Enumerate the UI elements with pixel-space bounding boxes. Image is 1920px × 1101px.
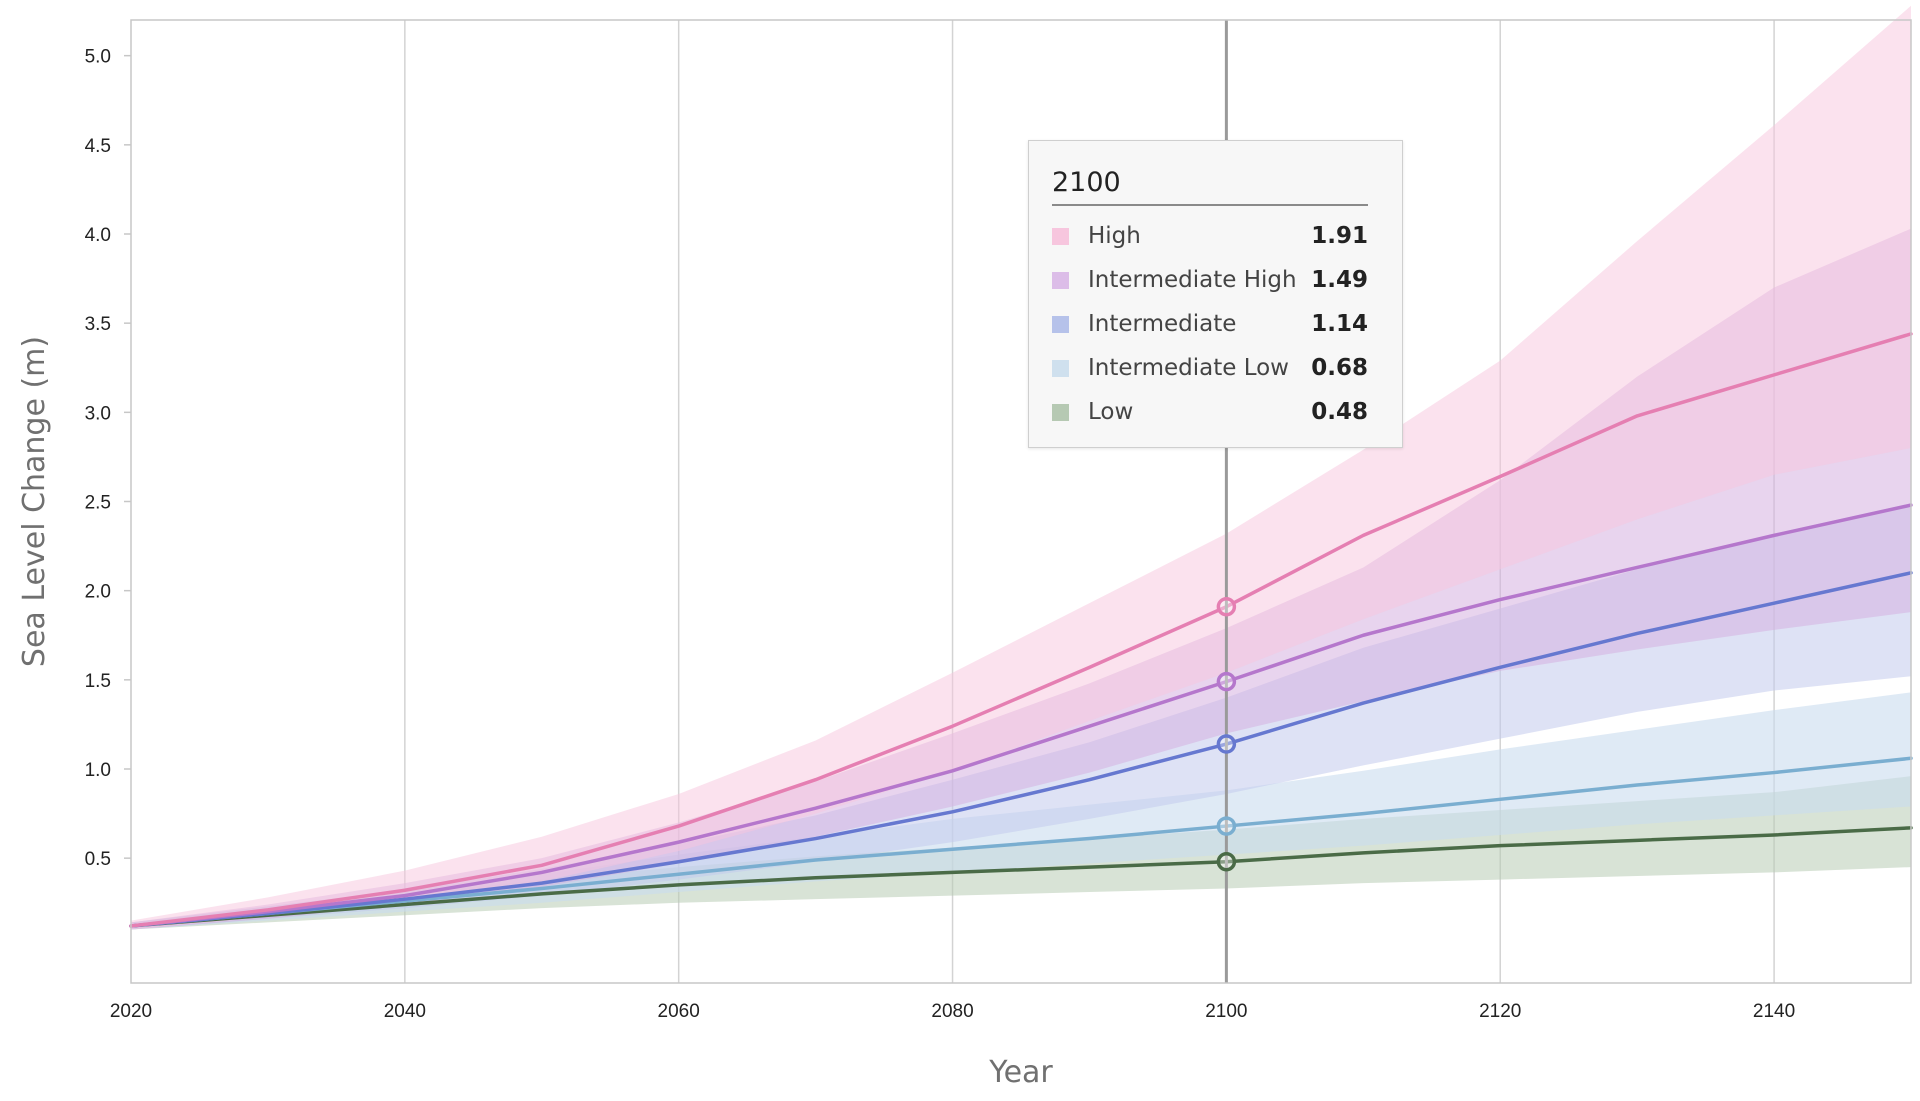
- line-high: [129, 332, 1913, 928]
- band-intermediate-high: [131, 228, 1911, 930]
- x-axis-ticks: 2020 2040 2060 2080 2100 2120 2140: [110, 1001, 1795, 1022]
- tooltip-label: Intermediate: [1088, 311, 1237, 337]
- legend-swatch-high: [1052, 227, 1069, 245]
- tooltip-value: 1.49: [1311, 267, 1368, 293]
- y-tick-2.0: 2.0: [85, 582, 111, 603]
- y-tick-4.5: 4.5: [85, 136, 111, 157]
- highlight-markers: [1216, 596, 1237, 872]
- marker-low: [1216, 851, 1237, 872]
- series-lines: [129, 332, 1913, 928]
- tooltip-row-high: High 1.91: [1052, 214, 1368, 258]
- y-tick-3.0: 3.0: [85, 403, 111, 424]
- tooltip-label: Intermediate High: [1088, 267, 1297, 293]
- tooltip-row-intermediate: Intermediate 1.14: [1052, 302, 1368, 346]
- legend-swatch-intermediate: [1052, 315, 1069, 333]
- x-tick-2020: 2020: [110, 1001, 152, 1022]
- uncertainty-bands: [131, 5, 1911, 930]
- tooltip-value: 0.48: [1311, 399, 1368, 425]
- x-axis-title: Year: [988, 1055, 1053, 1090]
- tooltip-row-intermediate-high: Intermediate High 1.49: [1052, 258, 1368, 302]
- marker-intermediate: [1216, 734, 1237, 754]
- marker-intermediate-high: [1216, 671, 1237, 692]
- legend-swatch-intermediate-low: [1052, 359, 1069, 377]
- line-intermediate: [129, 571, 1913, 928]
- y-tick-5.0: 5.0: [85, 47, 111, 68]
- tooltip-title: 2100: [1052, 167, 1368, 206]
- y-tick-0.5: 0.5: [85, 849, 111, 870]
- legend-swatch-low: [1052, 403, 1069, 421]
- x-tick-2120: 2120: [1479, 1001, 1521, 1022]
- x-tick-2140: 2140: [1753, 1001, 1795, 1022]
- tooltip-label: High: [1088, 223, 1141, 249]
- tooltip-value: 0.68: [1311, 355, 1368, 381]
- y-tick-4.0: 4.0: [85, 225, 111, 246]
- x-tick-2100: 2100: [1205, 1001, 1247, 1022]
- y-axis-title: Sea Level Change (m): [17, 336, 52, 667]
- x-tick-2060: 2060: [658, 1001, 700, 1022]
- marker-high: [1216, 596, 1237, 617]
- x-tick-2080: 2080: [931, 1001, 973, 1022]
- tooltip-value: 1.91: [1311, 223, 1368, 249]
- line-low: [129, 826, 1913, 928]
- y-tick-1.5: 1.5: [85, 671, 111, 692]
- y-axis-ticks: 0.5 1.0 1.5 2.0 2.5 3.0 3.5 4.0 4.5 5.0: [85, 47, 131, 870]
- line-intermediate-high: [129, 503, 1913, 928]
- tooltip-label: Intermediate Low: [1088, 355, 1289, 381]
- marker-intermediate-low: [1216, 816, 1237, 836]
- legend-swatch-intermediate-high: [1052, 271, 1069, 289]
- band-high: [131, 5, 1911, 930]
- y-tick-2.5: 2.5: [85, 493, 111, 514]
- tooltip-row-low: Low 0.48: [1052, 390, 1368, 434]
- tooltip-label: Low: [1088, 399, 1134, 425]
- chart-tooltip: 2100 High 1.91 Intermediate High 1.49 In…: [1028, 140, 1403, 448]
- y-tick-3.5: 3.5: [85, 314, 111, 335]
- tooltip-row-intermediate-low: Intermediate Low 0.68: [1052, 346, 1368, 390]
- y-tick-1.0: 1.0: [85, 760, 111, 781]
- tooltip-value: 1.14: [1311, 311, 1368, 337]
- x-tick-2040: 2040: [384, 1001, 426, 1022]
- line-intermediate-low: [129, 756, 1913, 928]
